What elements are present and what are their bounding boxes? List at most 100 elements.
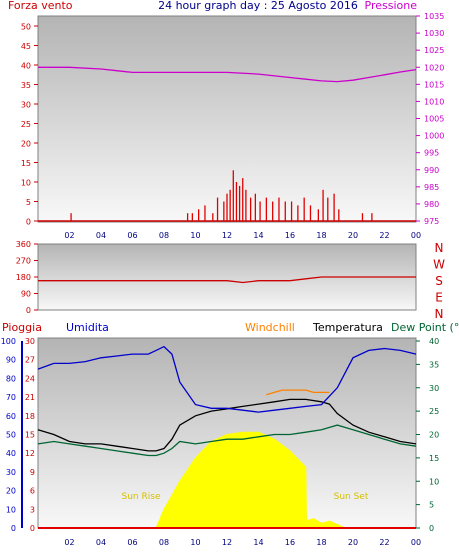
direction-line — [38, 276, 416, 284]
sun-rise-label: Sun Rise — [122, 492, 161, 502]
direction-letter: E — [435, 291, 443, 305]
x-tick-label: 00 — [411, 538, 421, 547]
temp-y-tick-label: 40 — [429, 337, 439, 346]
x-tick-label: 18 — [316, 231, 326, 240]
pressure-y-tick-label: 995 — [424, 149, 439, 158]
rain-y-tick-label: 9 — [30, 468, 35, 477]
pressure-y-tick-label: 1015 — [424, 80, 444, 89]
wind-y-tick-label: 25 — [21, 120, 31, 129]
x-tick-label: 04 — [96, 538, 106, 547]
rain-y-tick-label: 3 — [30, 505, 35, 514]
pressure-y-tick-label: 1010 — [424, 97, 444, 106]
temp-y-tick-label: 5 — [429, 501, 434, 510]
humidity-y-tick-label: 10 — [6, 505, 16, 514]
rain-y-tick-label: 27 — [25, 356, 35, 365]
x-tick-label: 04 — [96, 231, 106, 240]
humidity-y-tick-label: 20 — [6, 487, 16, 496]
rain-y-tick-label: 24 — [25, 374, 35, 383]
rain-y-tick-label: 30 — [25, 337, 35, 346]
humidity-axis-label: Umidita — [66, 321, 109, 334]
direction-letter: N — [435, 241, 444, 255]
direction-y-tick-label: 360 — [16, 240, 31, 249]
humidity-y-tick-label: 60 — [6, 412, 16, 421]
temp-y-tick-label: 35 — [429, 360, 439, 369]
direction-letter: N — [435, 307, 444, 321]
x-tick-label: 14 — [253, 231, 263, 240]
wind-y-tick-label: 35 — [21, 81, 31, 90]
solar-area — [155, 431, 346, 529]
x-tick-label: 02 — [64, 231, 74, 240]
rain-y-tick-label: 6 — [30, 487, 35, 496]
x-tick-label: 22 — [379, 231, 389, 240]
x-tick-label: 06 — [127, 231, 137, 240]
wind-y-tick-label: 0 — [26, 218, 31, 227]
wind-y-tick-label: 45 — [21, 42, 31, 51]
wind-y-tick-label: 20 — [21, 140, 31, 149]
rain-axis-label: Pioggia — [2, 321, 42, 334]
x-tick-label: 16 — [285, 538, 295, 547]
temp-y-tick-label: 25 — [429, 407, 439, 416]
rain-y-tick-label: 0 — [30, 524, 35, 533]
pressure-y-tick-label: 1005 — [424, 115, 444, 124]
temperature-label: Temperatura — [312, 321, 383, 334]
direction-y-tick-label: 0 — [26, 306, 31, 315]
pressure-y-tick-label: 1025 — [424, 46, 444, 55]
sun-set-label: Sun Set — [334, 492, 369, 502]
dewpoint-label: Dew Point (°C — [391, 321, 459, 334]
rain-y-tick-label: 12 — [25, 449, 35, 458]
pressure-y-tick-label: 975 — [424, 217, 439, 226]
humidity-y-tick-label: 40 — [6, 449, 16, 458]
x-tick-label: 12 — [222, 538, 232, 547]
temp-y-tick-label: 20 — [429, 431, 439, 440]
rain-y-tick-label: 15 — [25, 431, 35, 440]
wind-y-tick-label: 30 — [21, 101, 31, 110]
wind-y-tick-label: 40 — [21, 62, 31, 71]
x-tick-label: 08 — [159, 231, 169, 240]
pressure-y-tick-label: 1000 — [424, 132, 444, 141]
direction-letter: W — [433, 258, 445, 272]
x-tick-label: 08 — [159, 538, 169, 547]
temp-y-tick-label: 30 — [429, 384, 439, 393]
direction-y-tick-label: 90 — [21, 290, 31, 299]
temp-y-tick-label: 0 — [429, 524, 434, 533]
pressure-y-tick-label: 1030 — [424, 29, 444, 38]
x-tick-label: 22 — [379, 538, 389, 547]
humidity-y-tick-label: 50 — [6, 431, 16, 440]
humidity-y-tick-label: 0 — [11, 524, 16, 533]
x-tick-label: 18 — [316, 538, 326, 547]
temperature-line — [37, 398, 417, 452]
pressure-y-tick-label: 1035 — [424, 12, 444, 21]
x-tick-label: 20 — [348, 538, 358, 547]
chart-title: 24 hour graph day : 25 Agosto 2016 — [158, 0, 358, 12]
temp-y-tick-label: 15 — [429, 454, 439, 463]
x-tick-label: 10 — [190, 231, 200, 240]
direction-letter: S — [435, 274, 443, 288]
humidity-y-tick-label: 30 — [6, 468, 16, 477]
x-tick-label: 20 — [348, 231, 358, 240]
x-tick-label: 16 — [285, 231, 295, 240]
direction-y-tick-label: 270 — [16, 257, 31, 266]
direction-y-tick-label: 180 — [16, 273, 31, 282]
pressure-y-tick-label: 1020 — [424, 63, 444, 72]
humidity-line — [37, 345, 417, 413]
windchill-line — [266, 389, 330, 396]
wind-axis-label: Forza vento — [8, 0, 73, 12]
humidity-y-tick-label: 90 — [6, 356, 16, 365]
humidity-y-tick-label: 70 — [6, 393, 16, 402]
wind-pressure-plot-area — [37, 15, 417, 223]
pressure-y-tick-label: 980 — [424, 200, 439, 209]
windchill-label: Windchill — [245, 321, 295, 334]
x-tick-label: 00 — [411, 231, 421, 240]
humidity-y-tick-label: 100 — [1, 337, 16, 346]
dewpoint-line — [37, 424, 417, 457]
rain-y-tick-label: 18 — [25, 412, 35, 421]
x-tick-label: 02 — [64, 538, 74, 547]
x-tick-label: 06 — [127, 538, 137, 547]
wind-y-tick-label: 15 — [21, 159, 31, 168]
pressure-y-tick-label: 985 — [424, 183, 439, 192]
wind-y-tick-label: 50 — [21, 23, 31, 32]
pressure-line — [38, 66, 417, 83]
x-tick-label: 12 — [222, 231, 232, 240]
